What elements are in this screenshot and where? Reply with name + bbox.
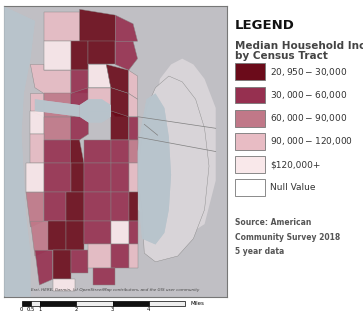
Bar bbox=[235, 133, 265, 150]
Polygon shape bbox=[111, 221, 129, 244]
Bar bbox=[235, 179, 265, 196]
Text: 1: 1 bbox=[38, 307, 42, 312]
Polygon shape bbox=[30, 64, 70, 93]
Polygon shape bbox=[44, 140, 70, 163]
Polygon shape bbox=[84, 192, 111, 221]
Polygon shape bbox=[26, 192, 44, 227]
Text: LEGEND: LEGEND bbox=[235, 19, 295, 33]
Polygon shape bbox=[35, 99, 79, 117]
Text: 5 year data: 5 year data bbox=[235, 247, 284, 256]
Polygon shape bbox=[111, 88, 129, 117]
Polygon shape bbox=[129, 244, 138, 268]
Polygon shape bbox=[30, 93, 44, 117]
Polygon shape bbox=[111, 140, 129, 163]
Polygon shape bbox=[53, 279, 75, 291]
Polygon shape bbox=[4, 6, 227, 297]
Polygon shape bbox=[129, 117, 138, 140]
Text: $120,000+: $120,000+ bbox=[270, 160, 321, 169]
Bar bbox=[235, 156, 265, 173]
Polygon shape bbox=[44, 117, 70, 140]
Polygon shape bbox=[44, 192, 66, 221]
Polygon shape bbox=[138, 59, 216, 239]
Text: $20,950- $30,000: $20,950- $30,000 bbox=[270, 66, 348, 78]
Polygon shape bbox=[30, 134, 44, 163]
Polygon shape bbox=[111, 163, 129, 192]
Polygon shape bbox=[138, 93, 171, 244]
Bar bbox=[149, 301, 185, 307]
Text: Source: American: Source: American bbox=[235, 218, 311, 227]
Polygon shape bbox=[44, 163, 70, 192]
Bar bbox=[235, 63, 265, 80]
Polygon shape bbox=[4, 6, 35, 297]
Text: $90,000 - $120,000: $90,000 - $120,000 bbox=[270, 135, 353, 147]
Polygon shape bbox=[129, 221, 138, 244]
Polygon shape bbox=[70, 140, 84, 163]
Polygon shape bbox=[44, 12, 79, 41]
Text: 0.5: 0.5 bbox=[26, 307, 35, 312]
Polygon shape bbox=[115, 15, 138, 41]
Polygon shape bbox=[35, 99, 79, 117]
Polygon shape bbox=[70, 117, 89, 140]
Polygon shape bbox=[70, 70, 89, 93]
Bar bbox=[22, 301, 31, 307]
Polygon shape bbox=[129, 70, 138, 99]
Polygon shape bbox=[70, 88, 89, 117]
Polygon shape bbox=[84, 140, 111, 163]
Polygon shape bbox=[70, 41, 89, 70]
Polygon shape bbox=[129, 163, 138, 192]
Polygon shape bbox=[48, 221, 66, 250]
Polygon shape bbox=[30, 111, 44, 134]
Polygon shape bbox=[115, 41, 138, 70]
Polygon shape bbox=[89, 244, 111, 268]
Polygon shape bbox=[79, 99, 111, 122]
Text: by Census Tract: by Census Tract bbox=[235, 51, 328, 61]
Bar bbox=[31, 301, 40, 307]
Polygon shape bbox=[70, 163, 84, 192]
Polygon shape bbox=[66, 221, 84, 250]
Text: Community Survey 2018: Community Survey 2018 bbox=[235, 233, 340, 242]
Text: 4: 4 bbox=[147, 307, 151, 312]
Polygon shape bbox=[84, 221, 111, 244]
Text: Null Value: Null Value bbox=[270, 183, 316, 192]
Text: 0: 0 bbox=[20, 307, 24, 312]
Polygon shape bbox=[129, 192, 138, 221]
Polygon shape bbox=[84, 163, 111, 192]
Bar bbox=[76, 301, 113, 307]
Text: $30,000 - $60,000: $30,000 - $60,000 bbox=[270, 89, 348, 101]
Polygon shape bbox=[79, 9, 115, 41]
Text: 3: 3 bbox=[111, 307, 114, 312]
Polygon shape bbox=[111, 244, 129, 268]
Polygon shape bbox=[89, 41, 115, 64]
Polygon shape bbox=[79, 99, 111, 122]
Text: Miles: Miles bbox=[191, 301, 204, 307]
Polygon shape bbox=[129, 93, 138, 117]
Text: Esri, HERE, Garmin, (c) OpenStreetMap contributors, and the GIS user community: Esri, HERE, Garmin, (c) OpenStreetMap co… bbox=[31, 288, 199, 292]
Polygon shape bbox=[93, 268, 115, 285]
Polygon shape bbox=[138, 93, 171, 244]
Bar bbox=[113, 301, 149, 307]
Polygon shape bbox=[4, 6, 35, 297]
Polygon shape bbox=[66, 192, 84, 221]
Polygon shape bbox=[89, 64, 111, 88]
Polygon shape bbox=[129, 140, 138, 163]
Text: 2: 2 bbox=[74, 307, 78, 312]
Polygon shape bbox=[70, 250, 89, 273]
Bar bbox=[235, 110, 265, 127]
Polygon shape bbox=[30, 221, 48, 256]
Polygon shape bbox=[35, 250, 53, 285]
Polygon shape bbox=[26, 163, 44, 192]
Polygon shape bbox=[89, 88, 111, 111]
Bar bbox=[40, 301, 76, 307]
Polygon shape bbox=[44, 41, 70, 70]
Polygon shape bbox=[111, 192, 129, 221]
Text: $60,000 - $90,000: $60,000 - $90,000 bbox=[270, 112, 348, 124]
Polygon shape bbox=[53, 250, 70, 279]
Text: Median Household Income: Median Household Income bbox=[235, 41, 363, 51]
Polygon shape bbox=[44, 93, 70, 117]
Bar bbox=[235, 86, 265, 103]
Polygon shape bbox=[106, 64, 129, 93]
Polygon shape bbox=[138, 76, 209, 262]
Polygon shape bbox=[111, 111, 129, 140]
